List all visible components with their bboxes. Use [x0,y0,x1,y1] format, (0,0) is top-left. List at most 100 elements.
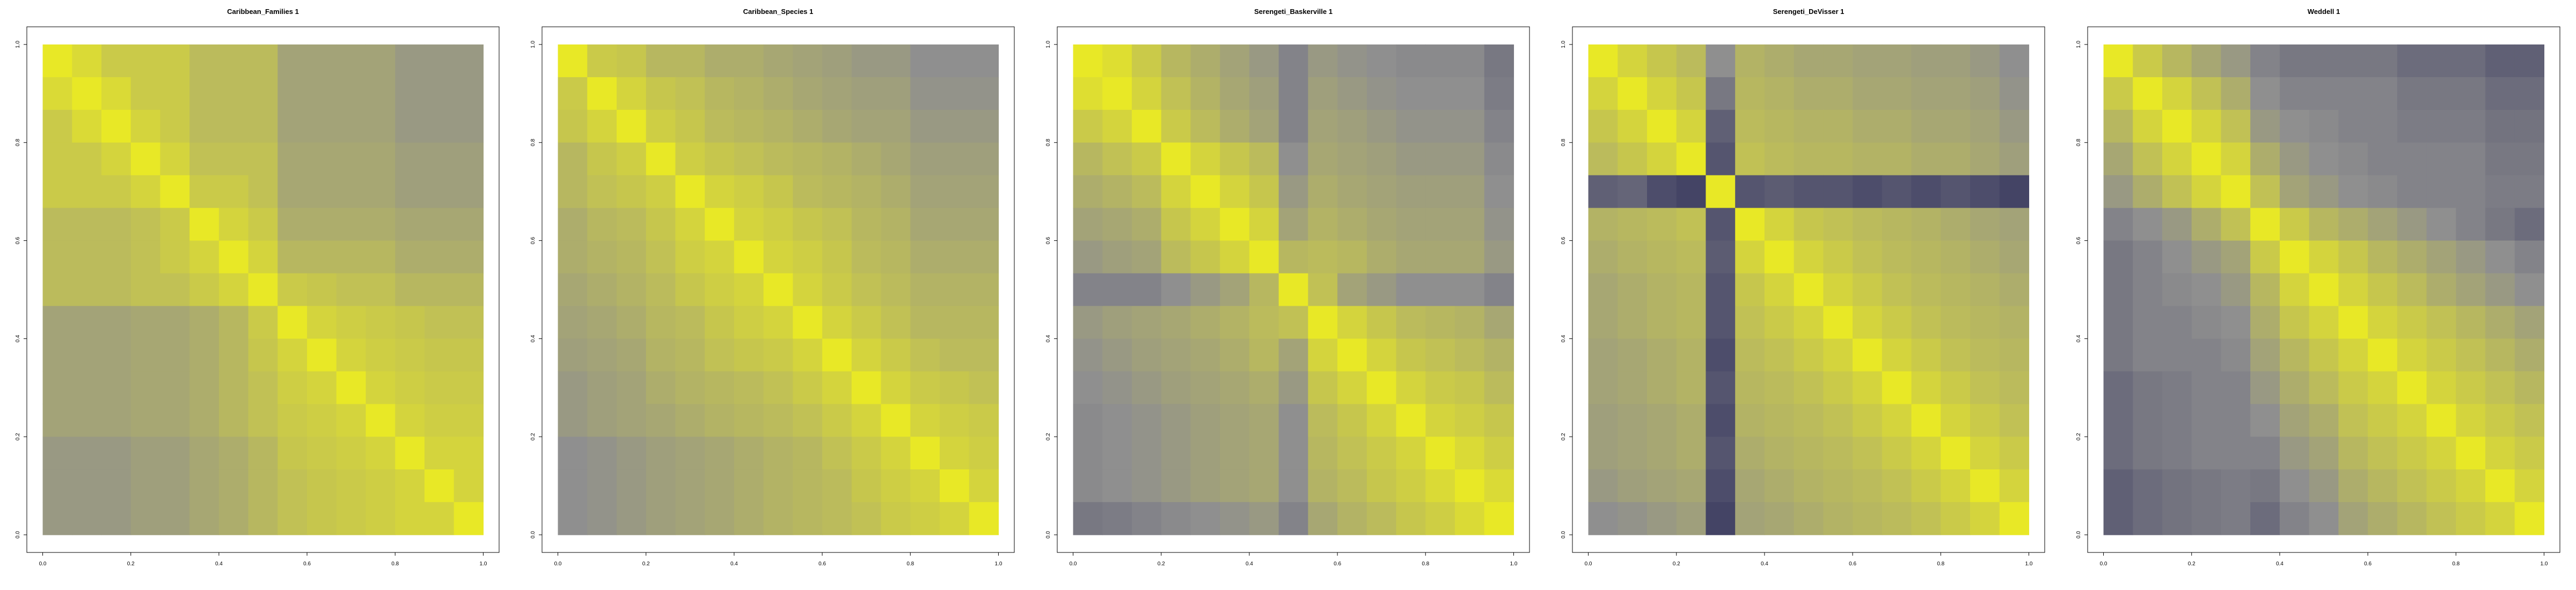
heatmap-cell [617,338,647,372]
heatmap-cell [2250,77,2280,110]
heatmap-cell [705,502,735,535]
heatmap-cell [851,208,882,241]
heatmap-cell [2309,240,2339,274]
y-tick-label: 0.8 [15,138,21,146]
x-tick-label: 0.8 [2452,561,2460,567]
heatmap-cell [2103,44,2133,78]
heatmap-cell [851,404,882,437]
heatmap-cell [425,437,455,470]
heatmap-cell [1706,208,1736,241]
heatmap-cell [851,175,882,209]
heatmap-cell [1366,175,1397,209]
heatmap-cell [160,338,190,372]
heatmap-cell [587,273,617,307]
heatmap-cell [705,371,735,404]
heatmap-cell [365,208,396,241]
heatmap-cell [2103,77,2133,110]
x-tick-label: 0.6 [1849,561,1856,567]
heatmap-cell [1735,338,1765,372]
heatmap-cell [218,469,249,503]
heatmap-cell [2397,208,2427,241]
heatmap-cell [1337,306,1367,340]
heatmap-cell [1425,306,1455,340]
heatmap-cell [881,142,911,176]
heatmap-cell [793,437,823,470]
heatmap-cell [1970,175,2000,209]
heatmap-cell [1161,77,1191,110]
heatmap-cell [2103,338,2133,372]
heatmap-cell [2368,273,2398,307]
heatmap-cell [940,109,970,143]
heatmap-cell [2426,273,2456,307]
heatmap-cell [617,175,647,209]
heatmap-cell [2368,142,2398,176]
heatmap-cell [2162,404,2192,437]
heatmap-cell [646,77,676,110]
heatmap-cell [734,175,764,209]
heatmap-cell [2397,240,2427,274]
heatmap-cell [1941,44,1971,78]
heatmap-cell [1455,404,1485,437]
heatmap-cell [1941,109,1971,143]
heatmap-cell [1853,77,1883,110]
heatmap-cell [1618,404,1648,437]
heatmap-cell [42,437,72,470]
heatmap-cell [248,208,278,241]
heatmap-cell [1161,502,1191,535]
heatmap-cell [1278,404,1308,437]
heatmap-cell [248,142,278,176]
heatmap-cell [1455,44,1485,78]
heatmap-cell [1823,404,1853,437]
heatmap-cell [2221,404,2251,437]
heatmap-cell [2221,44,2251,78]
heatmap-cell [969,44,999,78]
heatmap-cell [336,404,367,437]
heatmap-cell [277,306,308,340]
heatmap-cell [617,109,647,143]
heatmap-cell [910,142,940,176]
heatmap-cell [1161,208,1191,241]
heatmap-cell [2338,142,2368,176]
x-tick-label: 0.2 [1158,561,1165,567]
heatmap-cell [395,273,425,307]
heatmap-cell [734,502,764,535]
heatmap-cell [395,404,425,437]
heatmap-cell [2279,437,2310,470]
heatmap-cell [940,338,970,372]
heatmap-cell [453,306,484,340]
heatmap-cell [1132,306,1162,340]
heatmap-cell [1676,437,1707,470]
heatmap-cell [1588,273,1618,307]
heatmap-cell [1588,175,1618,209]
heatmap-cell [1764,469,1795,503]
heatmap-cell [2514,44,2545,78]
heatmap-cell [2426,371,2456,404]
y-tick-label: 0.6 [1561,237,1567,244]
heatmap-cell [1588,109,1618,143]
heatmap-cell [910,502,940,535]
x-tick-label: 0.0 [1070,561,1077,567]
heatmap-cell [1249,273,1279,307]
heatmap-cell [763,175,793,209]
heatmap-cell [1853,208,1883,241]
heatmap-cell [130,175,161,209]
heatmap-cell [1853,371,1883,404]
y-tick-label: 0.0 [530,531,536,539]
heatmap-cell [2514,208,2545,241]
heatmap-cell [2456,109,2486,143]
heatmap-cell [1941,371,1971,404]
heatmap-cell [1455,142,1485,176]
heatmap-cell [1308,44,1338,78]
heatmap-cell [1794,437,1824,470]
heatmap-cell [218,208,249,241]
heatmap-cell [130,437,161,470]
heatmap-cell [1366,502,1397,535]
heatmap-cell [1735,142,1765,176]
plot-frame [1572,26,2045,553]
heatmap-cell [1396,208,1426,241]
heatmap-cell [130,208,161,241]
heatmap-cell [851,437,882,470]
heatmap-cell [1941,306,1971,340]
heatmap-cell [453,109,484,143]
heatmap-cell [558,109,588,143]
